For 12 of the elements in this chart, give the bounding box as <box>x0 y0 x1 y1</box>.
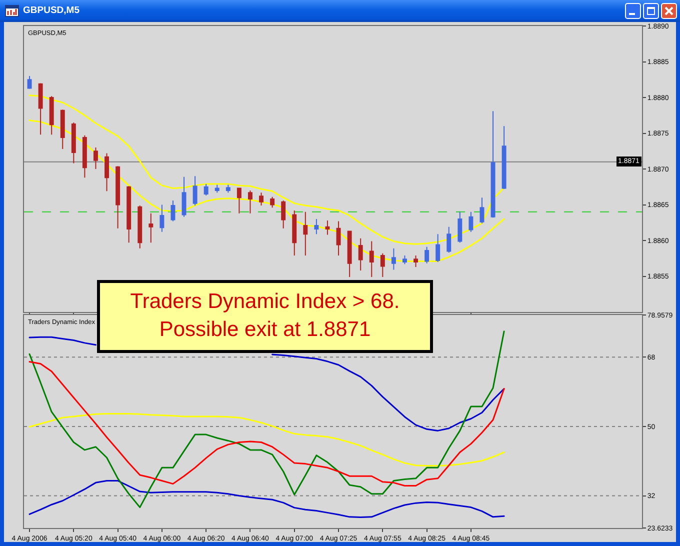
candlestick <box>347 230 352 278</box>
candlestick <box>414 255 418 268</box>
candlestick <box>369 240 374 278</box>
candlestick <box>424 246 430 264</box>
callout-box: Traders Dynamic Index > 68. Possible exit at 1.8871 <box>97 280 433 353</box>
line-series <box>28 413 505 466</box>
candlestick <box>358 238 363 272</box>
line-series <box>28 361 505 486</box>
candlestick <box>380 252 385 278</box>
line-series <box>28 480 505 518</box>
candlestick <box>402 255 407 265</box>
candlestick <box>391 248 396 270</box>
